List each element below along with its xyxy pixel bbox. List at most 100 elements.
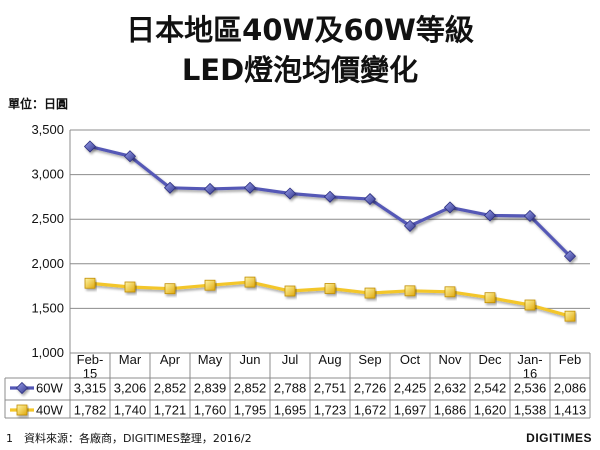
y-axis: 1,000 1,500 2,000 2,500 3,000 3,500 xyxy=(31,122,71,360)
x-tick-label: 16 xyxy=(523,366,537,381)
x-tick-label: Jul xyxy=(282,352,299,367)
40W-marker xyxy=(84,277,96,289)
diamond-marker-shape xyxy=(363,192,377,206)
square-marker-shape xyxy=(284,285,296,297)
diamond-marker-shape xyxy=(203,182,217,196)
40W-marker xyxy=(404,285,416,297)
40W-marker xyxy=(324,283,336,294)
x-tick-label: Oct xyxy=(400,352,421,367)
40W-value-cell: 1,723 xyxy=(314,403,347,418)
diamond-marker-shape xyxy=(523,209,537,223)
x-tick-label: Jun xyxy=(240,352,261,367)
40W-value-cell: 1,686 xyxy=(434,403,467,418)
40W-value-cell: 1,760 xyxy=(194,403,227,418)
40W-marker xyxy=(524,299,536,311)
60W-value-cell: 3,315 xyxy=(74,381,107,396)
diamond-marker-shape xyxy=(243,181,257,194)
footer-brand: DIGITIMES xyxy=(526,431,592,445)
40W-value-cell: 1,413 xyxy=(554,403,587,418)
square-marker-shape xyxy=(444,286,456,298)
diamond-marker-shape xyxy=(483,209,497,222)
60W-marker xyxy=(15,381,29,395)
40W-value-cell: 1,620 xyxy=(474,403,507,418)
40W-marker xyxy=(244,276,256,288)
square-marker-shape xyxy=(124,281,136,293)
square-marker-shape xyxy=(204,279,216,291)
60W-marker xyxy=(163,181,177,194)
60W-value-cell: 2,542 xyxy=(474,381,507,396)
40W-legend-label: 40W xyxy=(36,403,63,418)
x-tick-label: Sep xyxy=(358,352,381,367)
40W-marker xyxy=(124,281,136,293)
diamond-marker-shape xyxy=(323,190,337,203)
60W-value-cell: 2,839 xyxy=(194,381,227,396)
diamond-marker-shape xyxy=(15,381,29,395)
plot-area xyxy=(83,140,577,322)
40W-marker xyxy=(564,310,576,322)
diamond-marker-shape xyxy=(403,219,417,232)
diamond-marker-shape xyxy=(563,250,577,263)
60W-marker xyxy=(363,192,377,206)
40W-marker xyxy=(364,287,376,299)
60W-marker xyxy=(563,250,577,263)
40W-marker xyxy=(484,292,496,304)
40W-value-cell: 1,782 xyxy=(74,403,107,418)
60W-value-cell: 2,086 xyxy=(554,381,587,396)
y-tick-label: 3,000 xyxy=(31,167,64,182)
60W-value-cell: 2,852 xyxy=(234,381,267,396)
60W-marker xyxy=(323,190,337,203)
60W-marker xyxy=(283,187,297,200)
square-marker-shape xyxy=(324,283,336,294)
square-marker-shape xyxy=(524,299,536,311)
40W-marker xyxy=(444,286,456,298)
40W-value-cell: 1,695 xyxy=(274,403,307,418)
60W-marker xyxy=(203,182,217,196)
60W-legend-label: 60W xyxy=(36,381,63,396)
60W-marker xyxy=(523,209,537,223)
40W-value-cell: 1,538 xyxy=(514,403,547,418)
x-axis: Feb-15 Mar Apr May Jun Jul Aug Sep Oct Nov Dec Jan-… xyxy=(70,352,590,381)
square-marker-shape xyxy=(484,292,496,304)
square-marker-shape xyxy=(404,285,416,297)
y-tick-label: 2,500 xyxy=(31,211,64,226)
diamond-marker-shape xyxy=(283,187,297,200)
diamond-marker-shape xyxy=(83,140,97,153)
gridlines xyxy=(70,129,590,354)
footer-page-number: 1 xyxy=(6,432,13,445)
x-tick-label: 15 xyxy=(83,366,97,381)
40W-marker xyxy=(204,279,216,291)
square-marker-shape xyxy=(244,276,256,288)
40W-value-cell: 1,721 xyxy=(154,403,187,418)
y-tick-label: 1,500 xyxy=(31,300,64,315)
60W-value-cell: 2,536 xyxy=(514,381,547,396)
60W-value-cell: 2,425 xyxy=(394,381,427,396)
60W-value-cell: 2,852 xyxy=(154,381,187,396)
square-marker-shape xyxy=(16,404,28,416)
footer-source: 資料來源：各廠商，DIGITIMES整理，2016/2 xyxy=(24,431,252,445)
60W-value-cell: 2,632 xyxy=(434,381,467,396)
60W-value-cell: 2,751 xyxy=(314,381,347,396)
square-marker-shape xyxy=(164,283,176,295)
40W-marker xyxy=(284,285,296,297)
40W-value-cell: 1,740 xyxy=(114,403,147,418)
60W-marker xyxy=(83,140,97,153)
60W-value-cell: 3,206 xyxy=(114,381,147,396)
x-tick-label: Feb- xyxy=(77,352,104,367)
40W-value-cell: 1,697 xyxy=(394,403,427,418)
60W-marker xyxy=(443,201,457,214)
x-tick-label: Dec xyxy=(478,352,502,367)
square-marker-shape xyxy=(564,310,576,322)
40W-value-cell: 1,672 xyxy=(354,403,387,418)
diamond-marker-shape xyxy=(443,201,457,214)
chart-title-line1: 日本地區40W及60W等級 xyxy=(126,13,474,47)
60W-marker xyxy=(483,209,497,222)
y-tick-label: 2,000 xyxy=(31,256,64,271)
y-tick-label: 1,000 xyxy=(31,345,64,360)
60W-value-cell: 2,726 xyxy=(354,381,387,396)
40W-marker xyxy=(16,404,28,416)
x-tick-label: Jan- xyxy=(517,352,542,367)
60W-marker xyxy=(123,150,137,163)
60W-marker xyxy=(403,219,417,232)
data-table: 60W 3,315 3,206 2,852 2,839 2,852 2,788 2,751 2,… xyxy=(4,130,591,419)
